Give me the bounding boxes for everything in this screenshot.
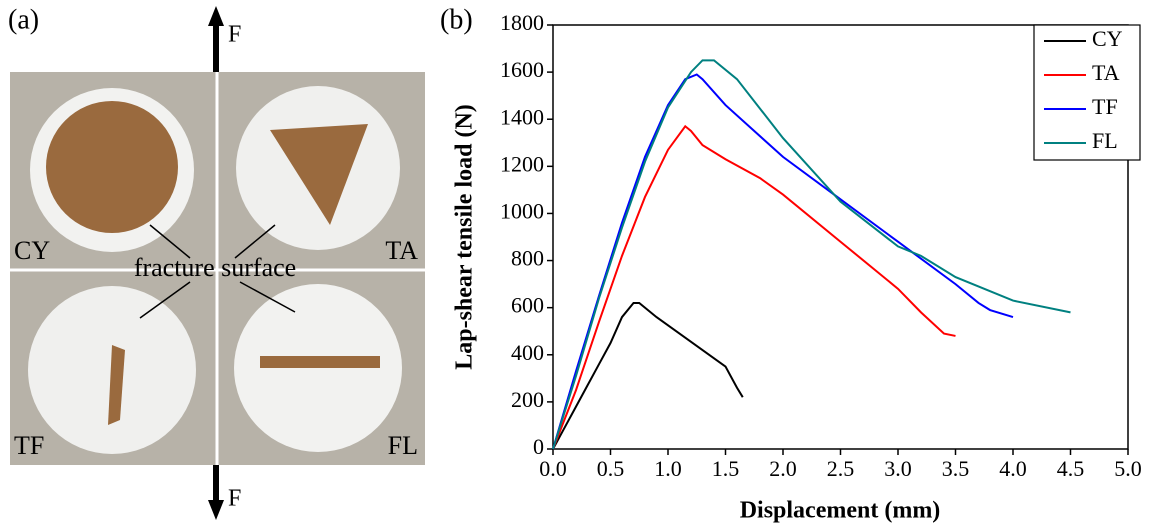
hole: [270, 124, 368, 225]
x-tick-label: 1.5: [712, 456, 740, 481]
x-tick-label: 2.5: [827, 456, 855, 481]
x-tick-label: 3.5: [942, 456, 970, 481]
force-arrow: [208, 500, 224, 520]
panel-label: (a): [8, 4, 39, 35]
quadrant-label: TA: [385, 236, 418, 265]
force-label: F: [228, 486, 241, 512]
pointers: [139, 224, 296, 319]
quadrant-label: TF: [14, 431, 44, 460]
x-tick-label: 3.0: [884, 456, 912, 481]
series-line: [552, 73, 1014, 450]
y-tick-label: 1400: [500, 104, 544, 129]
photo-panel: (a) F F CY TA TF FL fracture surface: [8, 4, 425, 520]
y-tick-label: 1600: [500, 57, 544, 82]
annotation: fracture surface: [134, 253, 296, 282]
y-tick-label: 1200: [500, 151, 544, 176]
hole: [108, 345, 125, 425]
x-tick-label: 0.5: [597, 456, 625, 481]
force-arrow: [208, 6, 224, 26]
legend-label: TA: [1092, 60, 1120, 85]
y-tick-label: 800: [511, 246, 544, 271]
legend-label: CY: [1092, 26, 1123, 51]
x-axis-label: Displacement (mm): [740, 498, 941, 524]
x-tick-label: 5.0: [1114, 456, 1142, 481]
hole: [260, 356, 380, 368]
quadrant-label: CY: [14, 236, 50, 265]
legend-label: TF: [1092, 94, 1118, 119]
x-tick-label: 1.0: [654, 456, 682, 481]
series-line: [552, 59, 1071, 450]
x-tick-label: 2.0: [769, 456, 797, 481]
hole: [46, 101, 178, 233]
y-tick-label: 400: [511, 340, 544, 365]
y-tick-label: 200: [511, 387, 544, 412]
x-tick-label: 4.0: [999, 456, 1027, 481]
y-axis-label: Lap-shear tensile load (N): [452, 104, 478, 370]
legend-box: [1033, 24, 1141, 161]
quadrant-label: FL: [388, 431, 418, 460]
panel-label: (b): [440, 4, 473, 35]
legend-label: FL: [1092, 128, 1118, 153]
y-tick-label: 1800: [500, 10, 544, 35]
series-line: [552, 301, 744, 450]
x-tick-label: 0.0: [539, 456, 567, 481]
x-tick-label: 4.5: [1057, 456, 1085, 481]
y-tick-label: 600: [511, 293, 544, 318]
force-label: F: [228, 22, 241, 48]
y-tick-label: 0: [533, 434, 544, 459]
series-line: [552, 124, 956, 450]
y-tick-label: 1000: [500, 198, 544, 223]
chart: (b) Displacement (mm) Lap-shear tensile …: [440, 4, 1142, 523]
